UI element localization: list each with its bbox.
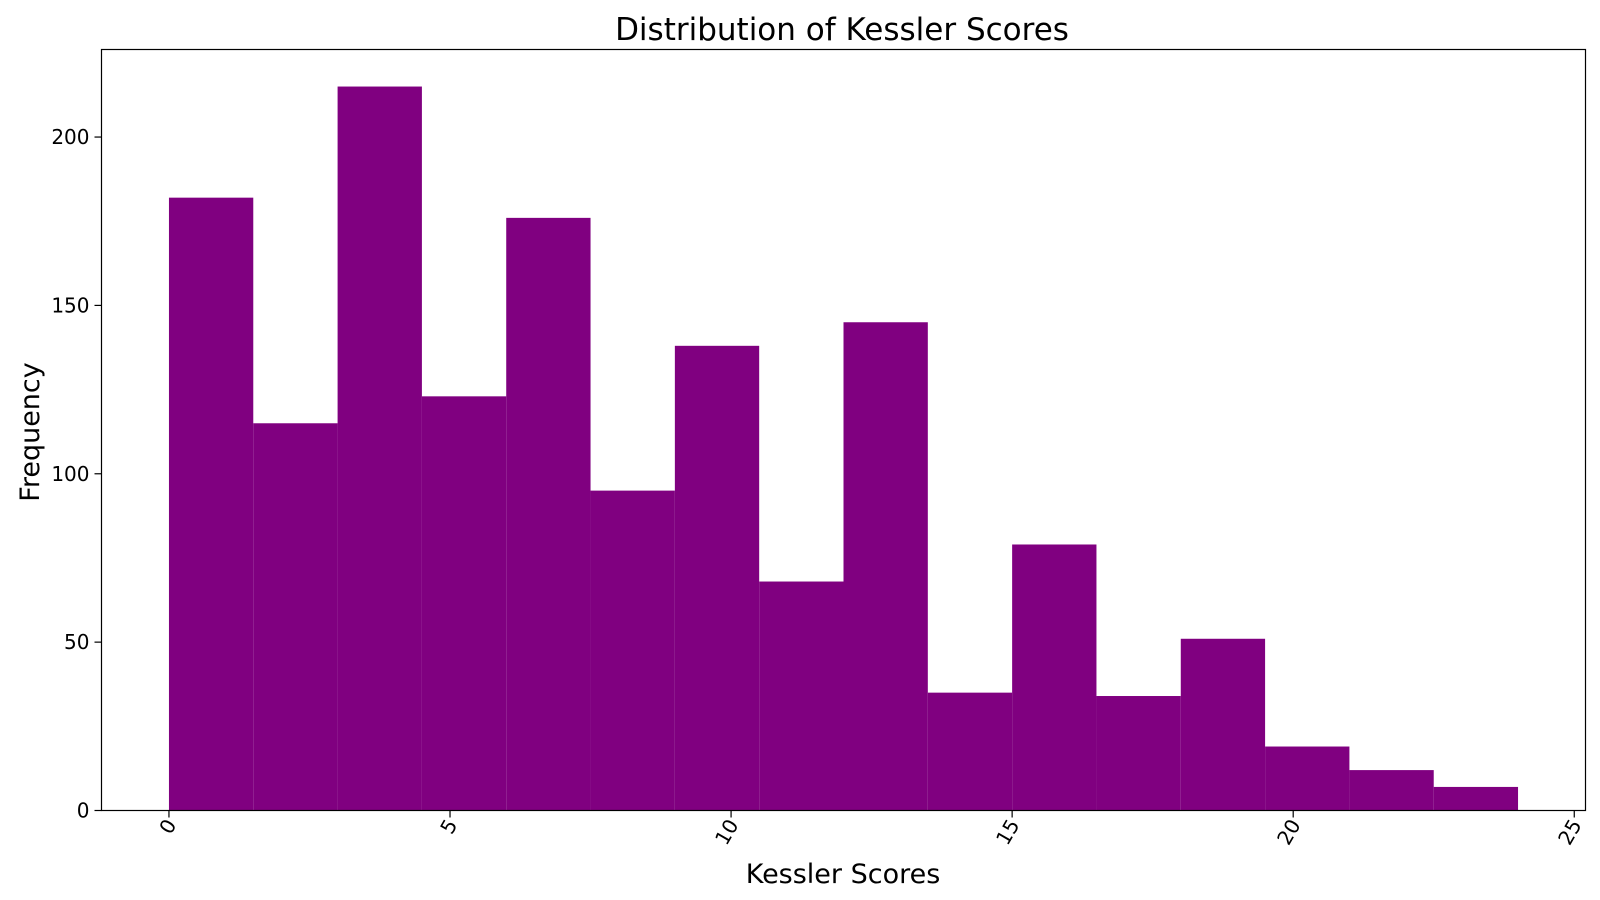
histogram-bar	[927, 692, 1013, 811]
histogram-bar	[674, 345, 760, 811]
bars-layer	[168, 86, 1519, 811]
histogram-bar	[253, 423, 338, 811]
histogram-bar	[337, 86, 422, 811]
y-tick-label: 0	[77, 799, 90, 823]
histogram-bar	[759, 581, 844, 811]
x-tick-label: 5	[435, 815, 462, 838]
plot-frame	[100, 48, 1587, 812]
y-axis: 0 50 100 150 200	[51, 125, 102, 823]
y-axis-label: Frequency	[15, 362, 46, 502]
y-tick-label: 150	[51, 293, 89, 317]
histogram-bar	[1265, 746, 1350, 811]
histogram-bar	[843, 322, 928, 811]
histogram-bar	[421, 396, 507, 811]
x-tick-label: 20	[1272, 815, 1306, 849]
y-tick-label: 100	[51, 462, 89, 486]
x-tick-label: 0	[154, 815, 181, 838]
histogram-bar	[1180, 638, 1266, 811]
histogram-bar	[590, 490, 675, 811]
y-tick-label: 200	[51, 125, 89, 149]
histogram-bar	[1096, 696, 1181, 811]
histogram-bar	[1433, 786, 1519, 811]
chart-title: Distribution of Kessler Scores	[615, 12, 1069, 48]
x-tick-label: 10	[710, 815, 744, 849]
y-tick-label: 50	[64, 630, 89, 654]
histogram-bar	[506, 217, 591, 811]
histogram-bar	[1349, 770, 1434, 811]
histogram-bar	[1012, 544, 1097, 811]
histogram-bar	[168, 197, 254, 811]
x-tick-label: 15	[991, 815, 1025, 849]
x-tick-label: 25	[1553, 815, 1587, 849]
x-axis-label: Kessler Scores	[746, 859, 941, 890]
x-axis: 0 5 10 15 20 25	[154, 810, 1587, 849]
